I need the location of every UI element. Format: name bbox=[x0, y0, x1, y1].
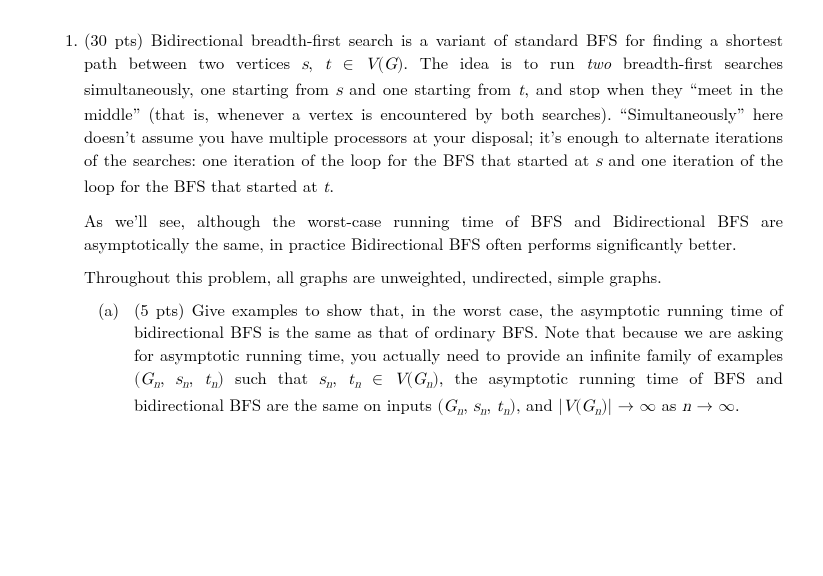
text: such that bbox=[224, 365, 319, 389]
text: , and bbox=[516, 392, 558, 416]
problem-number: 1. bbox=[40, 28, 84, 419]
math-membership: sn, tn ∈ V(Gn) bbox=[319, 372, 439, 388]
math-triple: (Gn, sn, tn) bbox=[134, 372, 224, 388]
math-t: t bbox=[325, 57, 331, 73]
subproblem-a: (a) (5 pts) Give examples to show that, … bbox=[84, 298, 783, 420]
problem-1: 1. (30 pts) Bidirectional breadth-first … bbox=[40, 28, 783, 419]
emph-two: two bbox=[586, 50, 611, 74]
subproblem-body: (5 pts) Give examples to show that, in t… bbox=[134, 298, 783, 420]
problem-body: (30 pts) Bidirectional breadth-first sea… bbox=[84, 28, 783, 419]
points-label: (30 pts) bbox=[84, 27, 143, 51]
problem-para-3: Throughout this problem, all graphs are … bbox=[84, 265, 783, 288]
sub-points-label: (5 pts) bbox=[134, 297, 184, 321]
text: as bbox=[656, 392, 682, 416]
math-expr: s, t ∈ V(G) bbox=[302, 57, 404, 73]
text: . bbox=[329, 173, 334, 197]
text: and one starting from bbox=[342, 76, 518, 100]
math-G: G bbox=[384, 57, 397, 73]
text: . bbox=[735, 392, 740, 416]
problem-para-1: (30 pts) Bidirectional breadth-first sea… bbox=[84, 28, 783, 199]
math-limit: |V(Gn)| → ∞ bbox=[558, 399, 656, 415]
math-V: V bbox=[365, 57, 377, 73]
text: . The idea is to run bbox=[403, 50, 586, 74]
math-n-to-inf: n → ∞ bbox=[682, 399, 735, 415]
math-triple: (Gn, sn, tn) bbox=[437, 399, 516, 415]
problem-para-2: As we’ll see, although the worst-case ru… bbox=[84, 209, 783, 255]
subproblem-label: (a) bbox=[98, 298, 134, 420]
text: Give examples to show that, in the worst… bbox=[134, 297, 783, 367]
